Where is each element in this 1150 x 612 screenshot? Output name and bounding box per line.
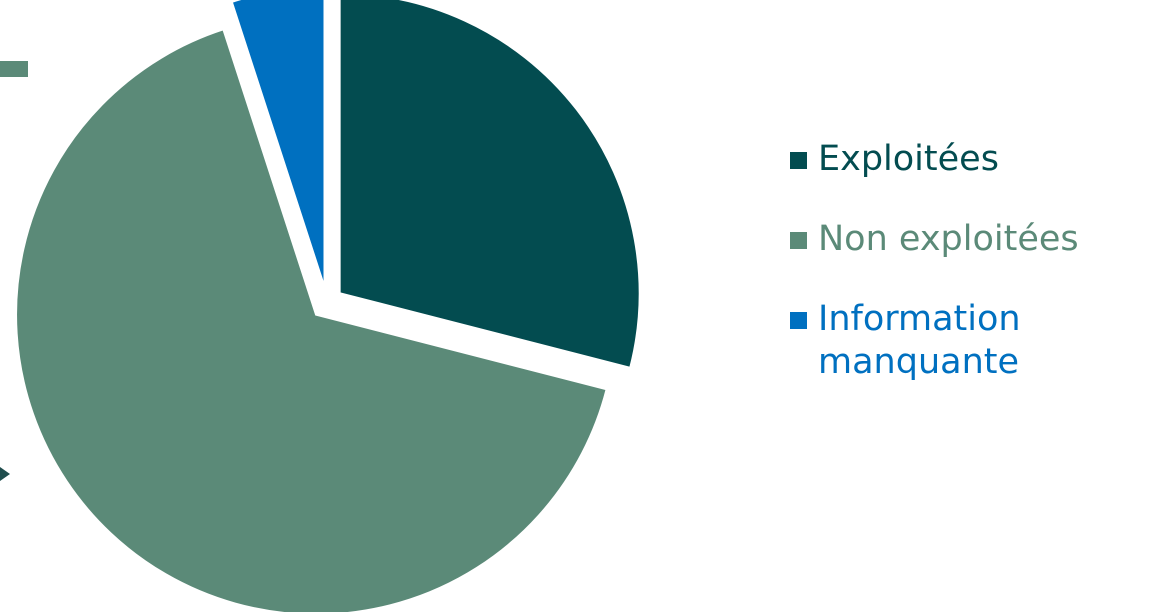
legend-label: Information manquante — [818, 299, 1021, 382]
legend-swatch — [790, 232, 807, 249]
pie-slice-2 — [15, 28, 608, 612]
pie-slice-3 — [230, 0, 326, 288]
legend-swatch — [790, 152, 807, 169]
legend-item-non-exploitees: Non exploitées — [790, 218, 1140, 261]
legend-item-information-manquante: Information manquante — [790, 298, 1140, 384]
legend-swatch — [790, 312, 807, 329]
edge-decoration-bar — [0, 61, 28, 77]
legend-label: Non exploitées — [818, 219, 1079, 259]
pie-slice-1 — [338, 0, 641, 370]
legend-label: Exploitées — [818, 139, 999, 179]
edge-arrow-icon — [0, 467, 10, 481]
chart-legend: Exploitées Non exploitées Information ma… — [790, 138, 1140, 421]
legend-item-exploitees: Exploitées — [790, 138, 1140, 181]
